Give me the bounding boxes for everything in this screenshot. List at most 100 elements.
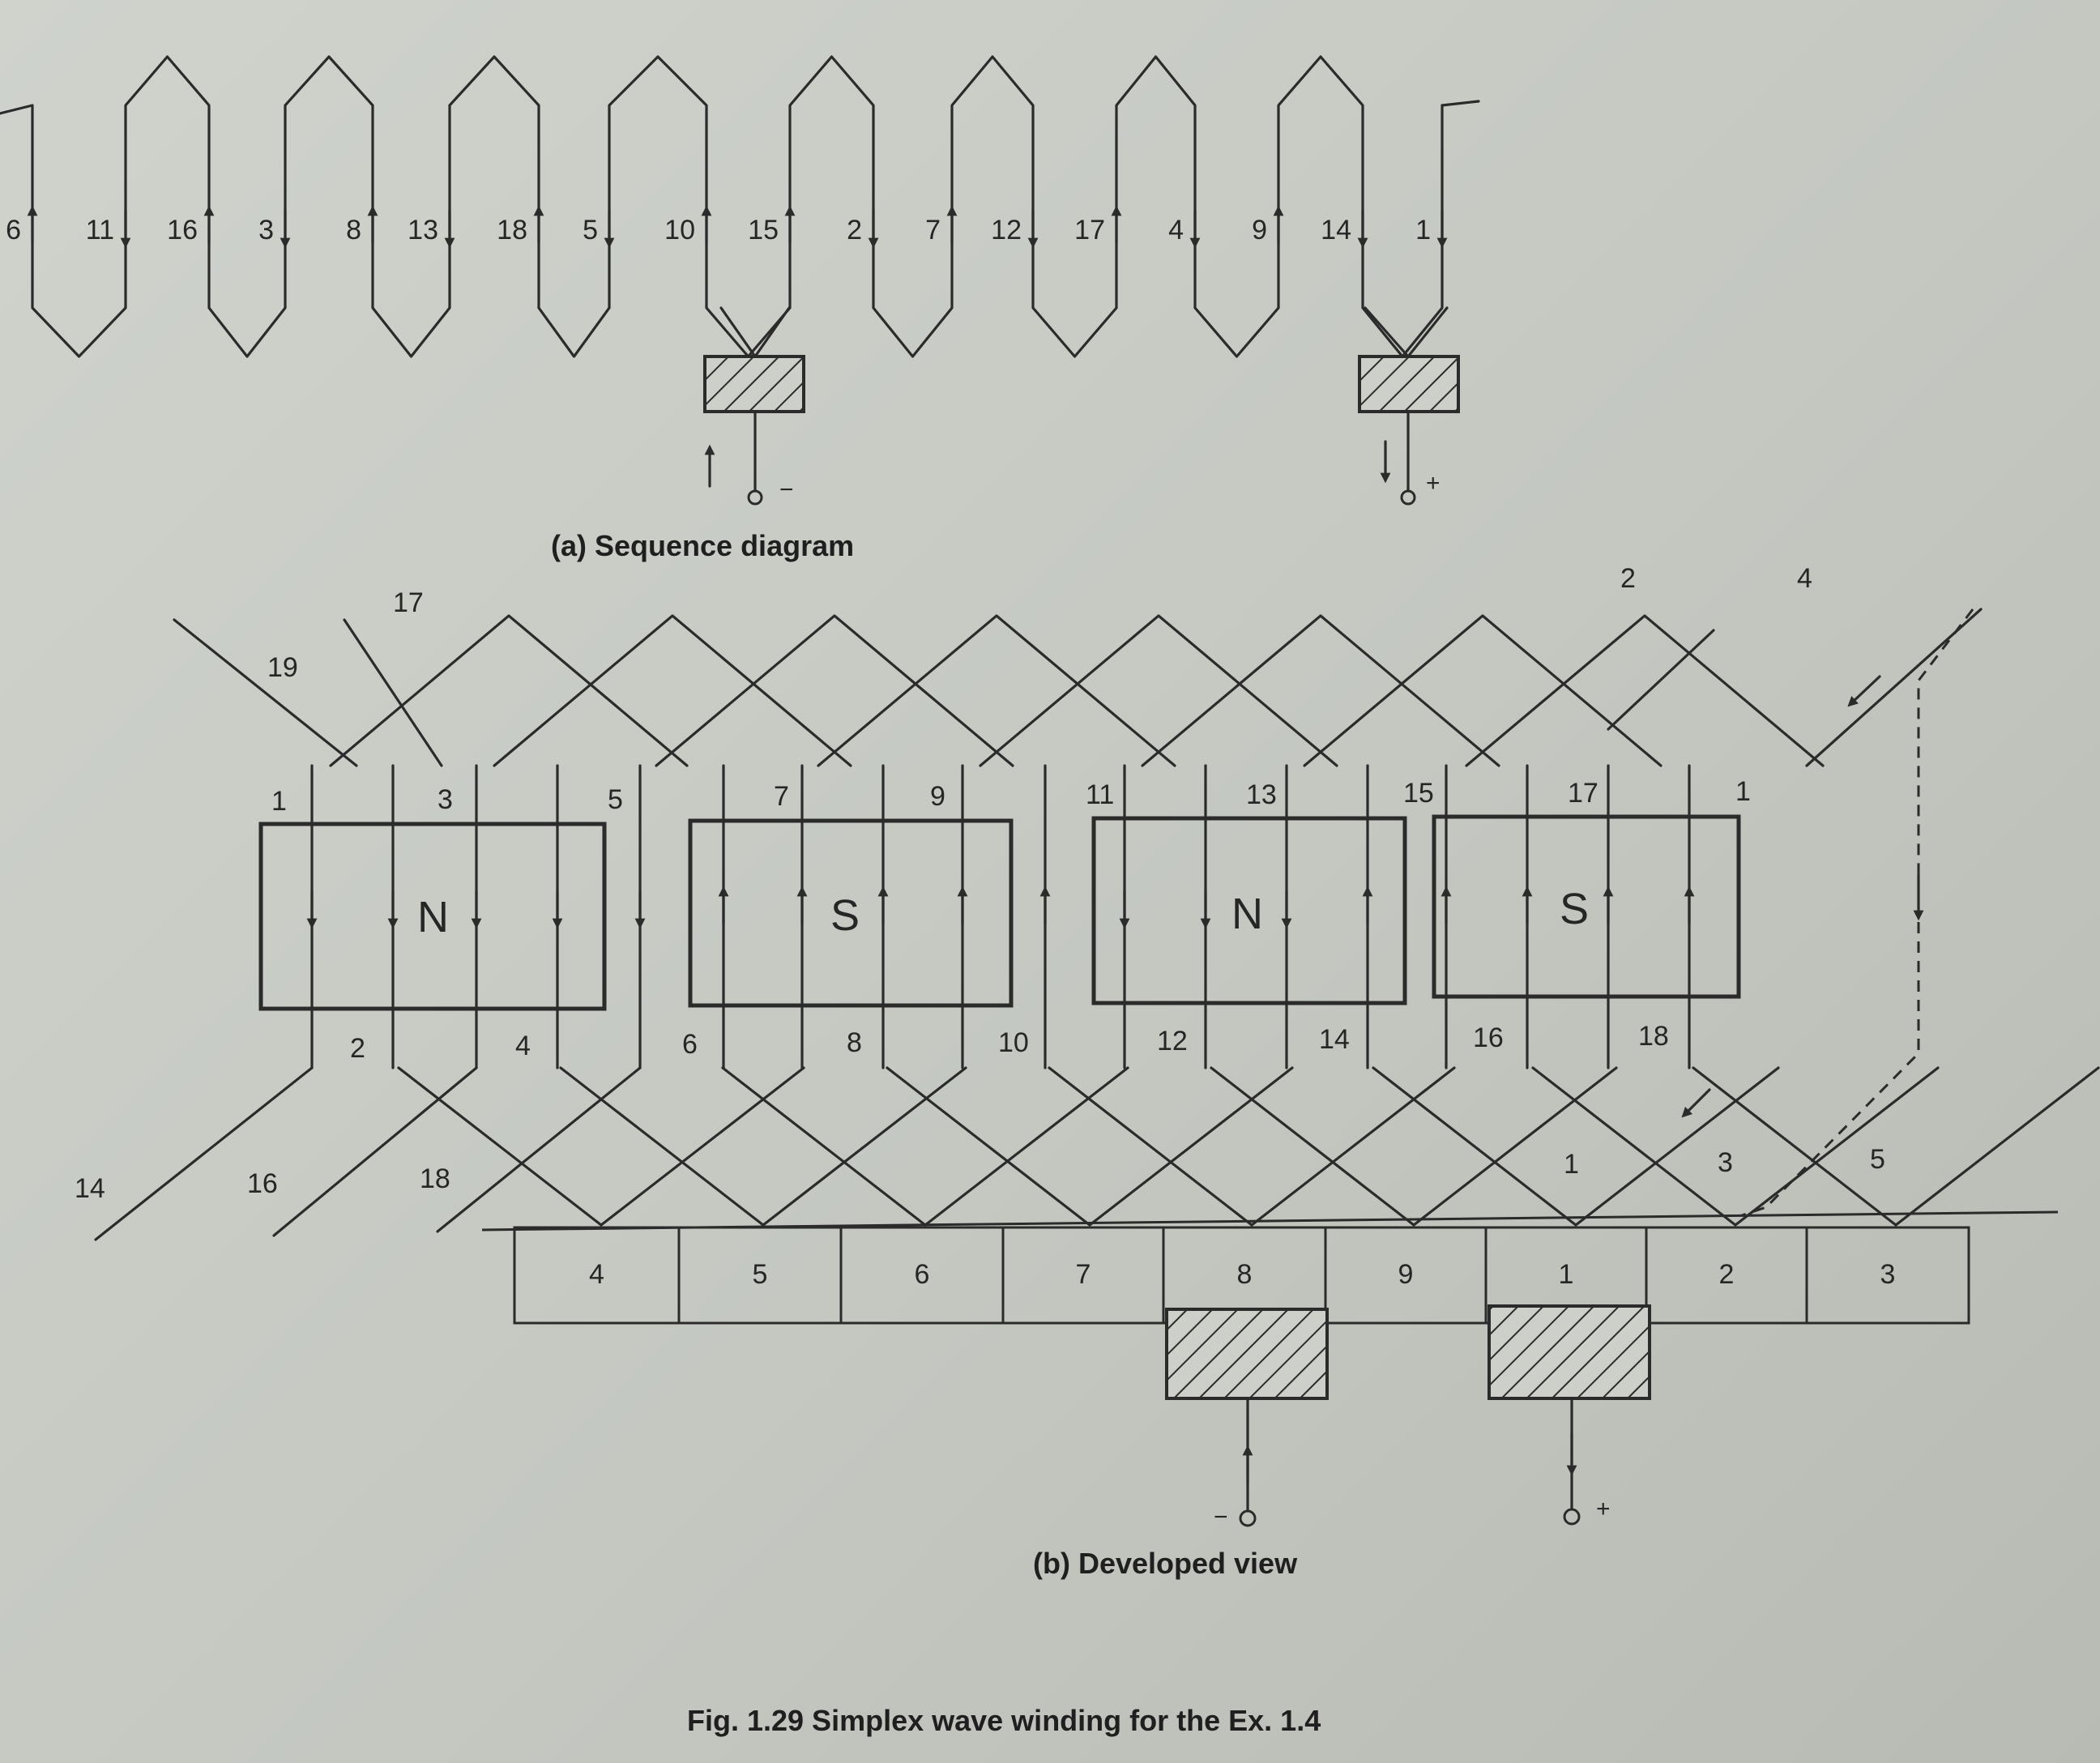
top-label: 17	[1568, 778, 1598, 809]
top-end-connection	[655, 614, 1014, 767]
bottom-end-connection	[721, 1066, 1129, 1227]
left-bottom-label: 16	[247, 1168, 278, 1199]
lead-16	[272, 1066, 478, 1237]
bottom-label: 16	[1473, 1022, 1504, 1053]
top-label: 7	[774, 781, 789, 812]
pole-label-3: N	[1231, 890, 1263, 938]
commutator: 4 5 6 7 8 9 1 2 3	[481, 1210, 2059, 1325]
conductor-label: 15	[748, 215, 779, 245]
bottom-end-connection	[1210, 1066, 1618, 1227]
top-end-connection	[1303, 614, 1662, 767]
conductor-label: 4	[1168, 215, 1184, 245]
bottom-end-connection	[397, 1066, 805, 1227]
left-top-label: 17	[393, 587, 424, 618]
pole-label-4: S	[1560, 885, 1589, 933]
dev-negative-label: −	[1214, 1504, 1228, 1530]
sequence-conductor-labels: 6 11 16 3 8 13 18 5 10 15 2 7 12 17 4 9 14 1	[6, 215, 1431, 245]
positive-terminal-label: +	[1426, 470, 1441, 497]
conductor-label: 5	[583, 215, 598, 245]
bottom-label: 12	[1157, 1026, 1188, 1057]
conductor-label: 18	[497, 215, 527, 245]
commutator-segment-label: 2	[1719, 1259, 1735, 1290]
conductor-label: 10	[664, 215, 695, 245]
pole-box-1	[258, 822, 607, 1011]
conductor-label: 9	[1252, 215, 1267, 245]
top-label: 3	[438, 784, 453, 815]
developed-caption: (b) Developed view	[1033, 1547, 1298, 1580]
bottom-label: 6	[682, 1029, 698, 1060]
developed-view: N S N S 1 3 5 7 9 11 13 15 17 1 2 4	[75, 563, 2100, 1580]
lead-out-2	[1607, 629, 1715, 731]
sequence-brush-negative: −	[703, 306, 805, 506]
top-label: 15	[1403, 778, 1434, 809]
lead-in-19	[173, 618, 358, 767]
sequence-caption: (a) Sequence diagram	[551, 529, 854, 562]
conductor-label: 17	[1074, 215, 1105, 245]
sequence-zigzag	[0, 55, 1480, 358]
sequence-brush-positive: +	[1358, 306, 1460, 506]
bottom-label: 2	[350, 1033, 365, 1064]
top-label: 13	[1246, 779, 1277, 810]
bottom-end-connection	[1692, 1066, 2100, 1227]
developed-brush-negative: −	[1165, 1308, 1329, 1530]
conductor-label: 2	[847, 215, 862, 245]
conductor-label: 11	[86, 215, 114, 245]
lead-out-4	[1805, 608, 1983, 767]
sequence-wave	[0, 55, 1480, 358]
conductor-paths	[306, 764, 1695, 1069]
dev-positive-label: +	[1596, 1496, 1611, 1522]
bottom-label: 8	[847, 1027, 862, 1058]
top-end-connection	[493, 614, 852, 767]
top-end-connection	[979, 614, 1338, 767]
top-end-connection	[1141, 614, 1500, 767]
commutator-segment-label: 6	[915, 1259, 930, 1290]
bottom-end-connection	[1372, 1066, 1780, 1227]
pole-box-4	[1432, 814, 1741, 999]
top-end-connection	[1465, 614, 1825, 767]
commutator-segment-label: 7	[1076, 1259, 1091, 1290]
pole-boxes: N S N S	[258, 814, 1741, 1011]
top-label: 11	[1086, 779, 1114, 810]
bottom-end-connection	[559, 1066, 967, 1227]
bottom-end-connection	[886, 1066, 1294, 1227]
left-bottom-label: 14	[75, 1173, 105, 1204]
negative-terminal-label: −	[779, 476, 794, 503]
right-top-label: 2	[1620, 563, 1636, 594]
top-label: 1	[1735, 776, 1751, 807]
left-bottom-label: 18	[420, 1163, 450, 1194]
pole-label-1: N	[417, 893, 449, 941]
bottom-label: 10	[998, 1027, 1029, 1058]
top-label: 1	[271, 786, 287, 817]
lead-14	[94, 1066, 314, 1241]
conductor-label: 12	[991, 215, 1022, 245]
commutator-segment-label: 1	[1559, 1259, 1574, 1290]
conductor-label: 6	[6, 215, 21, 245]
pole-box-3	[1091, 816, 1407, 1005]
commutator-segment-label: 8	[1237, 1259, 1253, 1290]
conductor-label: 7	[925, 215, 941, 245]
conductor-labels: 1 3 5 7 9 11 13 15 17 1 2 4 6 8 10 12 14…	[75, 563, 1885, 1204]
lead-in-17	[343, 618, 443, 767]
right-top-label: 4	[1797, 563, 1812, 594]
pole-label-2: S	[830, 891, 860, 940]
top-end-connection	[329, 614, 689, 767]
figure-caption: Fig. 1.29 Simplex wave winding for the E…	[687, 1704, 1321, 1737]
bottom-label: 18	[1638, 1021, 1669, 1052]
conductor-label: 3	[258, 215, 274, 245]
top-end-connection	[817, 614, 1176, 767]
developed-brush-positive: +	[1488, 1304, 1651, 1526]
end-connections	[94, 608, 2100, 1241]
top-label: 9	[930, 781, 945, 812]
right-bottom-label: 1	[1564, 1149, 1579, 1180]
bottom-end-connection	[1531, 1066, 1940, 1227]
sequence-diagram: 6 11 16 3 8 13 18 5 10 15 2 7 12 17 4 9 14 1 − + (a) Sequ…	[0, 55, 1480, 562]
conductor-label: 1	[1415, 215, 1431, 245]
right-bottom-label: 5	[1870, 1144, 1885, 1175]
pole-box-2	[688, 818, 1014, 1008]
commutator-segment-label: 9	[1398, 1259, 1414, 1290]
commutator-segment-label: 4	[589, 1259, 604, 1290]
bottom-label: 14	[1319, 1024, 1350, 1055]
conductor-label: 13	[408, 215, 438, 245]
